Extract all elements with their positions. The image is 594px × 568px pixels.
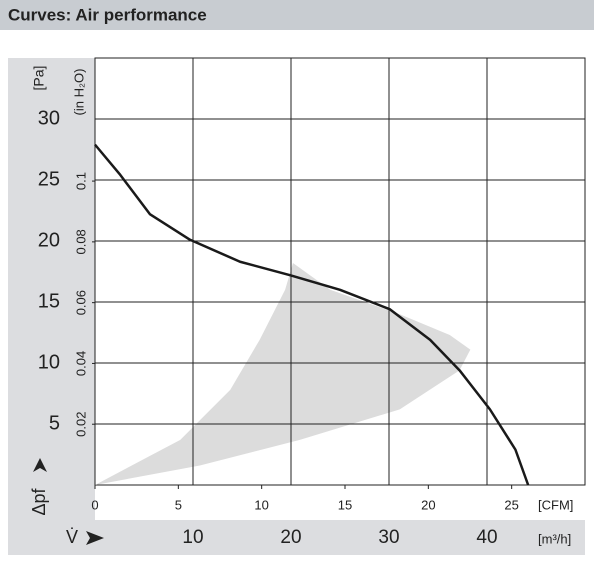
- x2-tick-label: 15: [338, 497, 352, 512]
- x-tick-label: 40: [476, 527, 497, 548]
- chart-title: Curves: Air performance: [8, 5, 207, 24]
- y2-tick-label: 0.08: [73, 229, 88, 254]
- y-tick-label: 25: [38, 168, 60, 190]
- x-tick-label: 20: [280, 527, 301, 548]
- x2-tick-label: 5: [175, 497, 182, 512]
- y2-tick-label: 0.06: [73, 290, 88, 315]
- header-bar: [0, 0, 594, 30]
- performance-curve: [94, 143, 530, 486]
- x-tick-label: 30: [378, 527, 399, 548]
- x2-tick-label: 25: [504, 497, 518, 512]
- x-axis-arrow: [86, 531, 104, 545]
- x-axis-symbol: V̇: [66, 527, 78, 547]
- y-tick-label: 30: [38, 107, 60, 129]
- y2-tick-label: 0.02: [73, 412, 88, 437]
- y2-axis-label: (in H₂O): [71, 69, 86, 116]
- y-tick-label: 15: [38, 290, 60, 312]
- x-axis-label: [m³/h]: [538, 531, 571, 546]
- x2-tick-label: 20: [421, 497, 435, 512]
- y-tick-label: 10: [38, 351, 60, 373]
- y-axis-symbol: Δpf: [29, 487, 49, 515]
- y-axis-label: [Pa]: [31, 66, 47, 91]
- x2-axis-label: [CFM]: [538, 497, 573, 512]
- y2-tick-label: 0.1: [73, 172, 88, 190]
- y-axis-arrow: [33, 458, 47, 472]
- x2-tick-label: 0: [91, 497, 98, 512]
- y-axis-panel: [8, 58, 95, 520]
- y-tick-label: 5: [49, 412, 60, 434]
- y2-tick-label: 0.04: [73, 351, 88, 376]
- y-tick-label: 20: [38, 229, 60, 251]
- operating-region: [95, 262, 471, 485]
- x-tick-label: 10: [182, 527, 203, 548]
- x-axis-panel: [8, 520, 585, 555]
- x2-tick-label: 10: [254, 497, 268, 512]
